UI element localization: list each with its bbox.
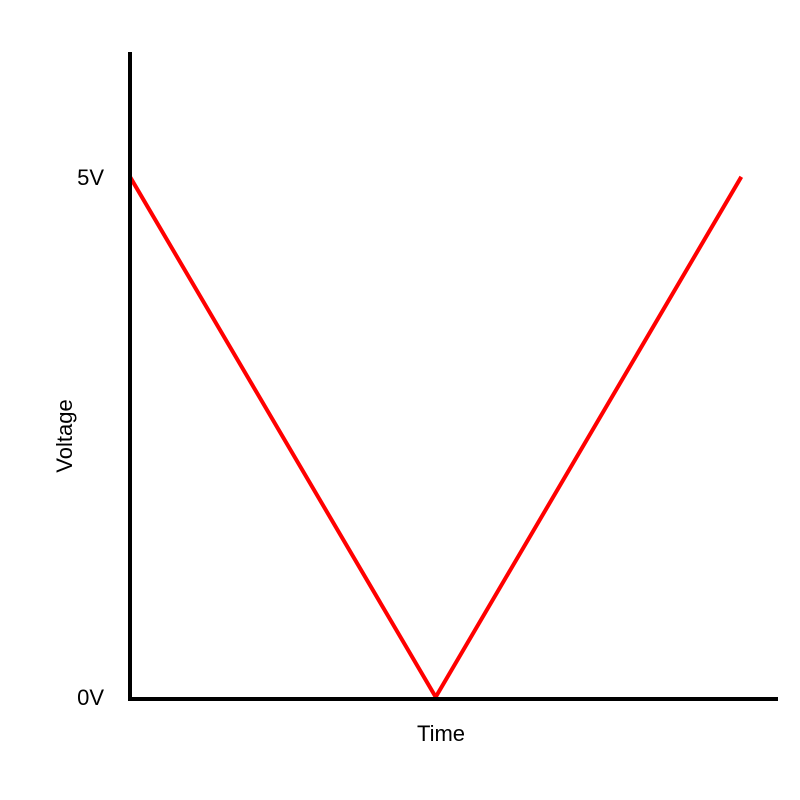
y-tick-label: 0V (77, 685, 104, 710)
x-axis-label: Time (417, 721, 465, 746)
y-tick-labels: 0V 5V (77, 165, 104, 710)
plot-area (128, 175, 744, 701)
y-axis-label: Voltage (52, 399, 77, 472)
series-line-0 (128, 175, 744, 701)
y-tick-label: 5V (77, 165, 104, 190)
